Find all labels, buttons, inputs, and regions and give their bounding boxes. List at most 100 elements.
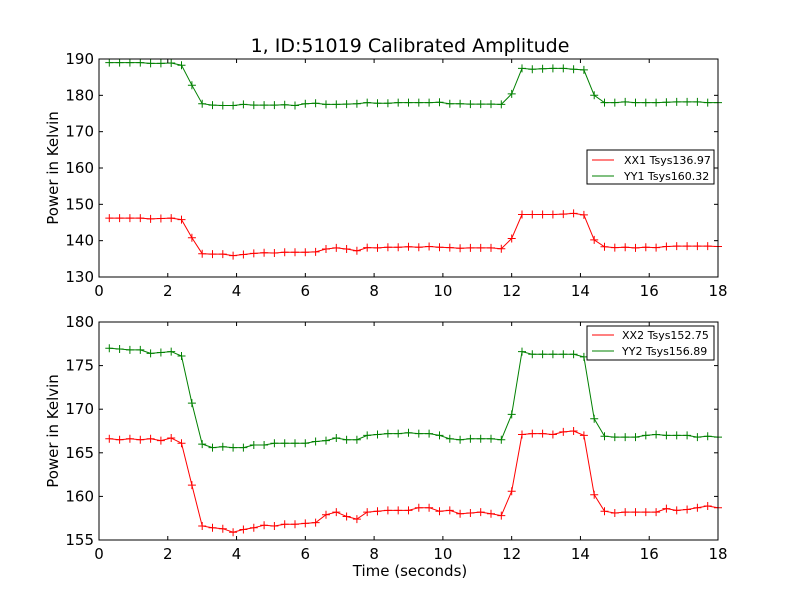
top-series-1-marker <box>146 59 155 68</box>
bottom-series-0-marker <box>280 520 289 529</box>
bottom-series-1-marker <box>610 433 619 442</box>
bottom-series-0-marker <box>445 506 454 515</box>
top-series-0-marker <box>404 242 413 251</box>
top-series-0-marker <box>652 243 661 252</box>
top-y-axis-label: Power in Kelvin <box>44 111 62 225</box>
bottom-x-tick-label: 0 <box>94 545 104 563</box>
bottom-series-0-marker <box>487 509 495 518</box>
top-series-0-marker <box>301 248 310 257</box>
top-y-tick-label: 140 <box>65 232 94 250</box>
top-series-1-marker <box>167 59 176 67</box>
top-series-1-marker <box>693 97 702 106</box>
bottom-series-1-marker <box>425 429 434 438</box>
top-y-tick-label: 150 <box>65 195 94 213</box>
top-series-1-marker <box>177 61 186 70</box>
top-series-0-marker <box>373 243 382 252</box>
bottom-series-0-marker <box>146 434 155 443</box>
bottom-x-tick-label: 8 <box>369 545 379 563</box>
bottom-series-1-marker <box>662 431 671 440</box>
top-series-1-marker <box>404 98 413 107</box>
top-series-0-marker <box>703 242 712 251</box>
bottom-legend-box <box>586 325 715 361</box>
bottom-series-0-marker <box>208 523 217 532</box>
bottom-series-0-marker <box>291 520 299 529</box>
top-series-0-marker <box>394 243 403 252</box>
top-series-0-marker <box>497 244 506 253</box>
top-series-1-marker <box>291 101 299 110</box>
bottom-legend: XX2 Tsys152.75 YY2 Tsys156.89 <box>586 325 715 361</box>
bottom-series-layer <box>105 344 722 537</box>
bottom-x-axis-label: Time (seconds) <box>352 562 468 580</box>
bottom-series-1-marker <box>548 350 557 359</box>
bottom-series-1-marker <box>445 434 454 443</box>
top-series-1-marker <box>260 101 269 110</box>
top-series-0-marker <box>559 210 568 219</box>
bottom-series-1-marker <box>208 443 217 452</box>
top-series-0-marker <box>291 248 299 257</box>
bottom-series-1-marker <box>394 429 403 438</box>
top-series-0-marker <box>569 209 578 218</box>
bottom-series-0-marker <box>693 503 702 512</box>
bottom-series-0-marker <box>177 439 186 448</box>
top-series-0-marker <box>548 210 557 219</box>
bottom-x-tick-label: 18 <box>708 545 727 563</box>
bottom-y-tick-label: 160 <box>65 487 94 505</box>
top-series-1-marker <box>507 89 516 98</box>
top-series-0-marker <box>435 243 444 252</box>
top-series-0-marker <box>538 210 547 219</box>
top-series-1-marker <box>363 98 372 107</box>
bottom-series-0-marker <box>569 427 578 435</box>
bottom-series-0-marker <box>559 427 568 436</box>
top-y-tick-label: 130 <box>65 268 94 286</box>
top-series-1-marker <box>249 101 258 110</box>
top-series-0-marker <box>187 233 196 242</box>
top-legend: XX1 Tsys136.97 YY1 Tsys160.32 <box>586 149 715 185</box>
top-series-0-marker <box>229 251 238 260</box>
bottom-series-1-marker <box>156 348 165 357</box>
top-series-0-marker <box>579 210 588 219</box>
bottom-series-1-marker <box>301 439 310 448</box>
bottom-series-1-marker <box>538 350 547 359</box>
bottom-series-1-marker <box>435 431 444 440</box>
top-series-0-marker <box>672 242 681 251</box>
bottom-series-0-marker <box>115 435 124 444</box>
top-series-1-marker <box>703 98 712 107</box>
top-series-1-marker <box>352 99 361 108</box>
top-series-1-marker <box>466 100 475 109</box>
top-series-1-marker <box>187 81 196 90</box>
top-x-tick-label: 18 <box>708 282 727 300</box>
bottom-y-tick-label: 170 <box>65 400 94 418</box>
bottom-series-0-marker <box>105 434 114 443</box>
bottom-series-1-marker <box>528 350 537 359</box>
top-series-0-marker <box>105 214 114 223</box>
top-series-0-marker <box>136 214 145 223</box>
bottom-series-0-marker <box>641 508 650 517</box>
top-series-1-marker <box>383 99 392 108</box>
top-series-0-marker <box>641 243 650 252</box>
top-series-0-marker <box>260 248 269 257</box>
top-series-1-marker <box>311 99 320 108</box>
bottom-series-0-marker <box>466 509 475 517</box>
bottom-y-tick-label: 180 <box>65 313 94 331</box>
top-series-1-marker <box>569 65 578 74</box>
bottom-series-0-marker <box>229 528 238 537</box>
top-series-0-marker <box>693 242 702 251</box>
bottom-series-0-marker <box>187 481 196 490</box>
bottom-series-1-marker <box>404 428 413 437</box>
bottom-series-1-marker <box>291 439 299 448</box>
top-x-tick-label: 0 <box>94 282 104 300</box>
top-series-0-marker <box>177 215 186 224</box>
top-series-1-marker <box>136 58 145 67</box>
bottom-series-1-marker <box>507 410 516 419</box>
bottom-series-0-marker <box>239 525 248 534</box>
bottom-series-0-marker <box>322 510 330 519</box>
top-series-1-marker <box>662 98 671 107</box>
bottom-series-1-marker <box>229 443 238 452</box>
bottom-y-axis-label: Power in Kelvin <box>44 374 62 488</box>
bottom-series-1-marker <box>136 345 145 354</box>
top-legend-box <box>586 149 715 185</box>
bottom-series-1-marker <box>322 436 330 445</box>
top-series-1-marker <box>487 100 495 109</box>
top-series-1-marker <box>600 98 609 107</box>
bottom-series-0-marker <box>652 508 661 517</box>
